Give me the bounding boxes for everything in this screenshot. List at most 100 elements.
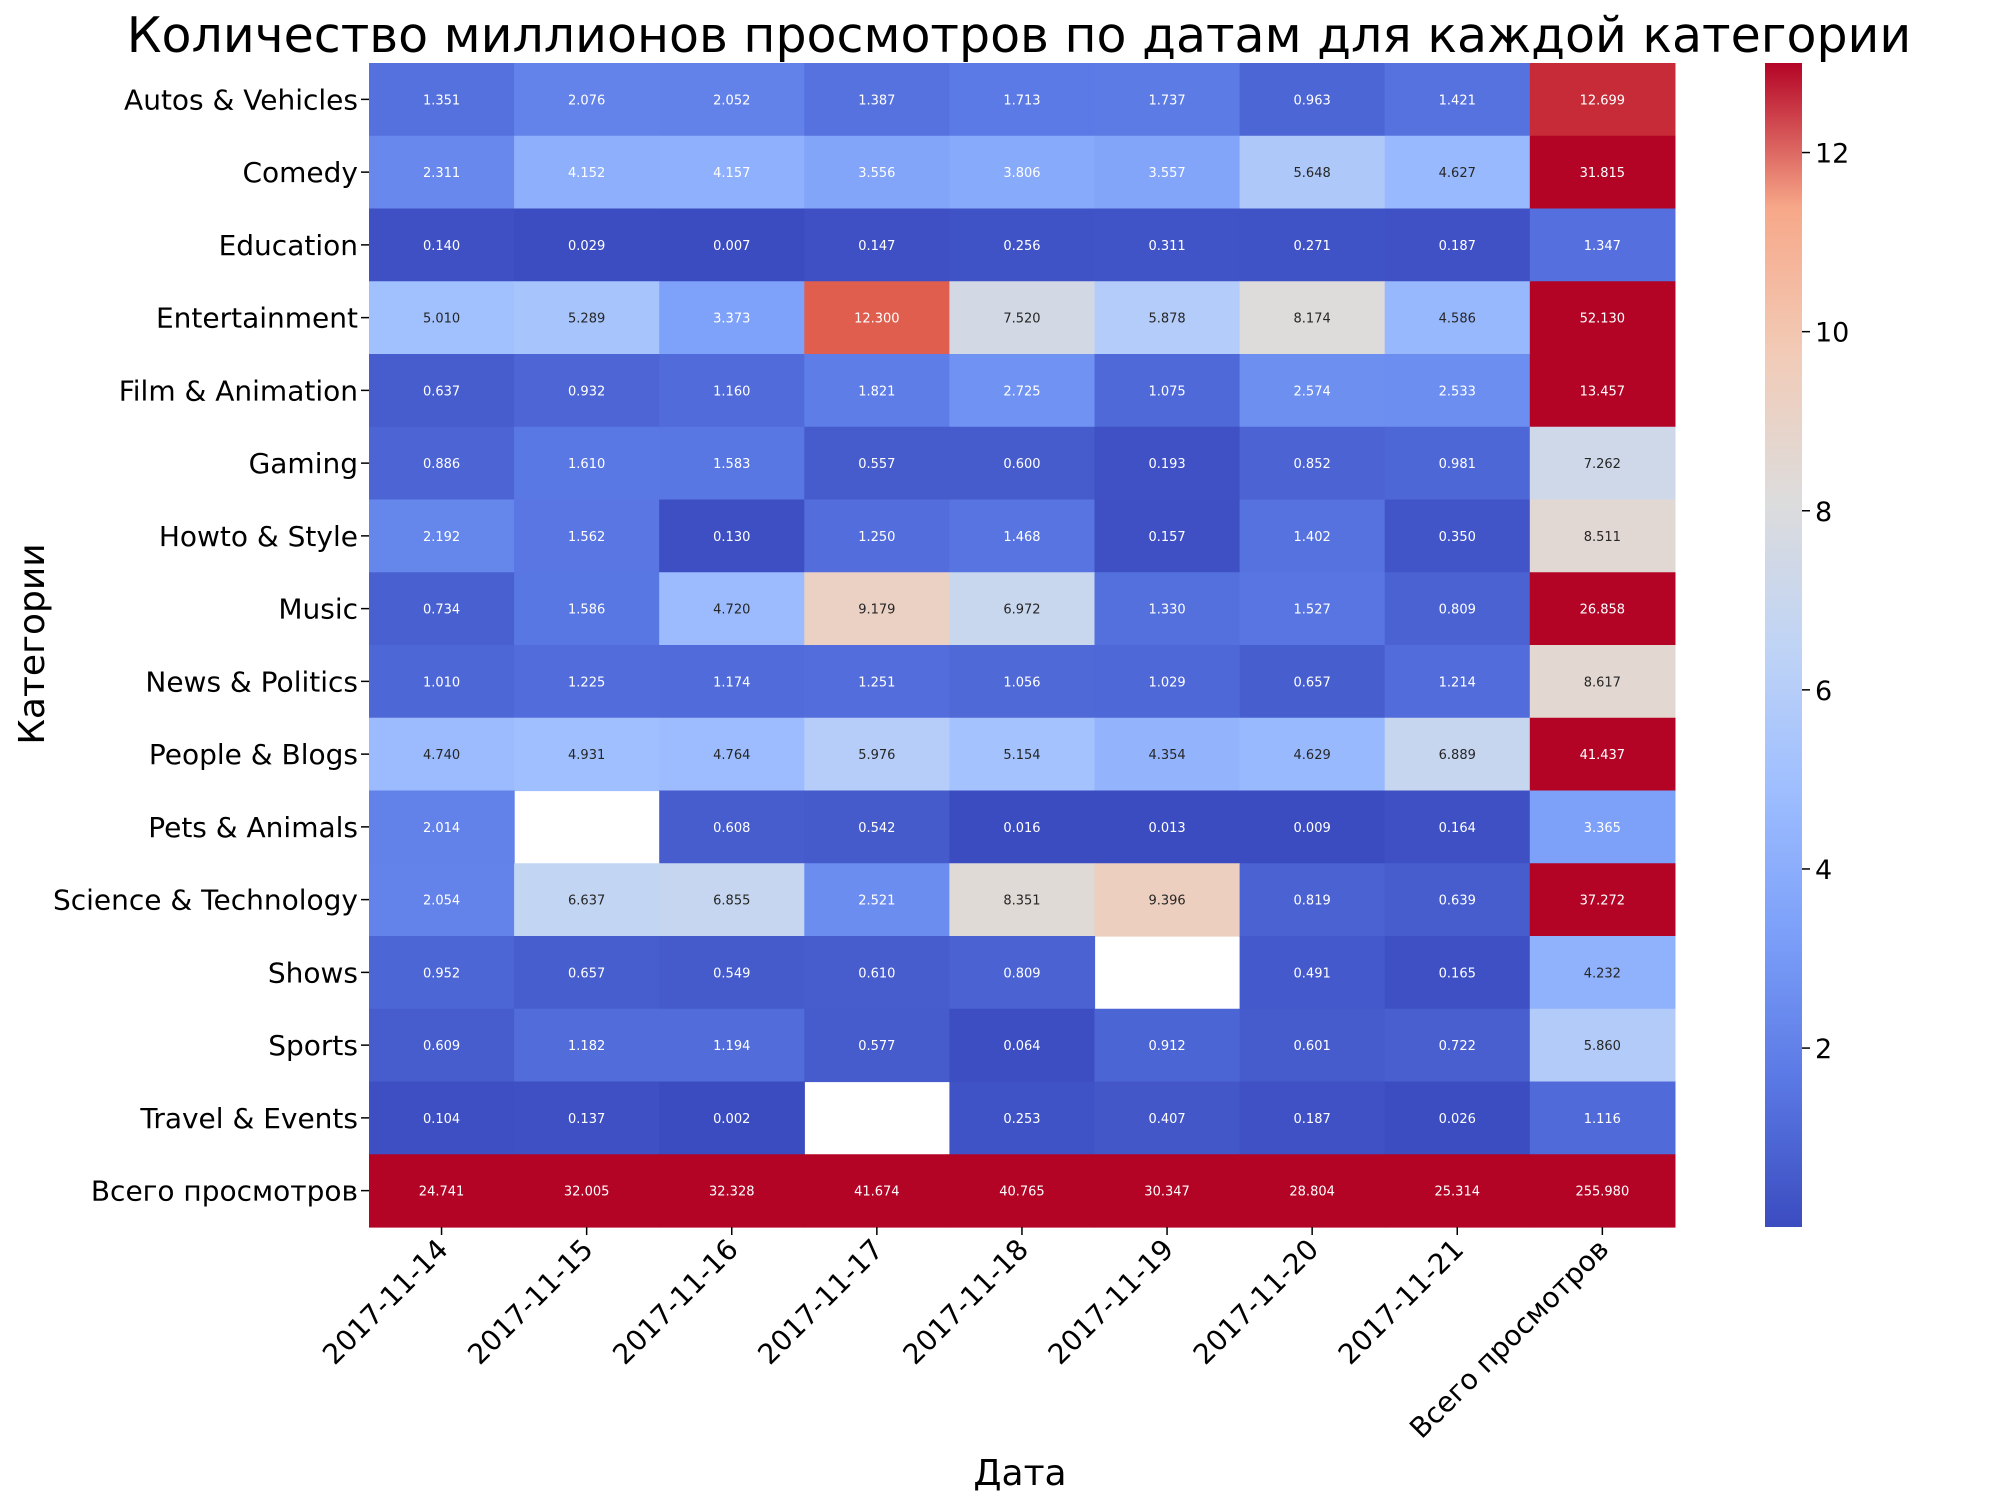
heatmap-cell xyxy=(1384,281,1531,355)
heatmap-cell xyxy=(1094,135,1241,210)
cell-value-label: 1.713 xyxy=(1003,93,1040,108)
cell-value-label: 2.521 xyxy=(858,894,895,909)
cell-value-label: 0.253 xyxy=(1003,1112,1040,1127)
heatmap-cell xyxy=(1239,354,1386,428)
heatmap-cell xyxy=(804,426,950,501)
cell-value-label: 0.819 xyxy=(1294,894,1331,909)
heatmap-cell xyxy=(369,499,515,573)
heatmap-cell xyxy=(369,572,515,646)
cell-value-label: 5.976 xyxy=(858,748,895,763)
heatmap-cell xyxy=(659,63,805,137)
heatmap-cell xyxy=(949,281,1096,355)
y-tick-label: Comedy xyxy=(242,156,358,189)
cell-value-label: 0.657 xyxy=(1294,675,1331,690)
y-tick-label: Science & Technology xyxy=(53,884,358,917)
heatmap-cell xyxy=(1239,572,1386,646)
cell-value-label: 1.330 xyxy=(1148,603,1185,618)
heatmap-cell xyxy=(514,281,660,355)
heatmap-cell xyxy=(1239,936,1386,1010)
heatmap-cell xyxy=(949,1081,1096,1155)
y-tick-label: Gaming xyxy=(249,447,358,480)
cell-value-label: 1.251 xyxy=(858,675,895,690)
heatmap-cell xyxy=(949,135,1096,210)
cell-value-label: 0.722 xyxy=(1439,1039,1476,1054)
heatmap-cell xyxy=(949,863,1096,937)
heatmap-cell xyxy=(369,936,515,1010)
heatmap-cell xyxy=(369,135,515,210)
heatmap-cell xyxy=(659,1154,805,1228)
heatmap-cell xyxy=(369,208,515,282)
column-labels: 2017-11-14 2017-11-15 2017-11-16 2017-11-17… xyxy=(316,1227,1615,1445)
cell-value-label: 0.491 xyxy=(1294,966,1331,981)
heatmap-cell xyxy=(1384,1008,1531,1083)
cell-value-label: 3.806 xyxy=(1003,166,1040,181)
cell-value-label: 1.225 xyxy=(568,675,605,690)
heatmap-cell xyxy=(1094,1081,1241,1155)
cell-value-label: 32.328 xyxy=(709,1185,755,1200)
cell-value-label: 4.627 xyxy=(1439,166,1476,181)
y-tick-label: Music xyxy=(278,593,358,626)
cell-value-label: 0.734 xyxy=(423,603,460,618)
heatmap-cell xyxy=(804,1008,950,1083)
cell-value-label: 7.520 xyxy=(1003,312,1040,327)
cell-value-label: 0.064 xyxy=(1003,1039,1040,1054)
heatmap-cell xyxy=(1239,208,1386,282)
cell-value-label: 0.256 xyxy=(1003,239,1040,254)
colorbar-gradient xyxy=(1765,63,1802,1227)
heatmap-cell xyxy=(369,1081,515,1155)
heatmap-grid: 1.351 2.076 2.052 1.387 1.713 1.737 0.963 1.421… xyxy=(369,63,1676,1228)
heatmap-cell xyxy=(659,1008,805,1083)
cell-value-label: 0.104 xyxy=(423,1112,460,1127)
heatmap-cell xyxy=(1239,426,1386,501)
heatmap-cell xyxy=(1094,281,1241,355)
cell-value-label: 2.574 xyxy=(1294,384,1331,399)
heatmap-cell xyxy=(804,135,950,210)
cell-value-label: 0.002 xyxy=(713,1112,750,1127)
cell-value-label: 9.179 xyxy=(858,603,895,618)
cell-value-label: 8.617 xyxy=(1584,675,1621,690)
y-tick-label: Education xyxy=(219,229,358,262)
cell-value-label: 1.182 xyxy=(568,1039,605,1054)
cell-value-label: 41.674 xyxy=(854,1185,900,1200)
heatmap-cell xyxy=(949,790,1096,864)
heatmap-cell xyxy=(369,645,515,719)
heatmap-cell xyxy=(1529,426,1676,501)
heatmap-cell xyxy=(514,572,660,646)
cell-value-label: 0.542 xyxy=(858,821,895,836)
heatmap-cell xyxy=(1239,135,1386,210)
heatmap-cell xyxy=(1529,863,1676,937)
cell-value-label: 1.562 xyxy=(568,530,605,545)
cell-value-label: 1.821 xyxy=(858,384,895,399)
heatmap-cell xyxy=(804,208,950,282)
heatmap-cell xyxy=(1529,63,1676,137)
heatmap-cell xyxy=(1239,281,1386,355)
cell-value-label: 0.187 xyxy=(1294,1112,1331,1127)
y-tick-label: Shows xyxy=(268,956,358,989)
heatmap-cell xyxy=(369,1154,515,1228)
cell-value-label: 0.137 xyxy=(568,1112,605,1127)
cell-value-label: 41.437 xyxy=(1580,748,1626,763)
cell-value-label: 0.271 xyxy=(1294,239,1331,254)
chart-title: Количество миллионов просмотров по датам… xyxy=(127,7,1912,64)
cell-value-label: 8.511 xyxy=(1584,530,1621,545)
heatmap-cell xyxy=(514,717,660,792)
x-tick-label: 2017-11-17 xyxy=(751,1233,889,1371)
heatmap-cell xyxy=(514,63,660,137)
heatmap-cell xyxy=(949,1154,1096,1228)
cell-value-label: 0.193 xyxy=(1148,457,1185,472)
colorbar-tick-label: 2 xyxy=(1815,1034,1832,1065)
y-tick-label: Entertainment xyxy=(156,302,358,335)
cell-value-label: 0.852 xyxy=(1294,457,1331,472)
heatmap-cell xyxy=(514,354,660,428)
heatmap-cell xyxy=(949,936,1096,1010)
cell-value-label: 0.549 xyxy=(713,966,750,981)
cell-value-label: 0.557 xyxy=(858,457,895,472)
cell-value-label: 1.056 xyxy=(1003,675,1040,690)
heatmap-cell xyxy=(659,426,805,501)
heatmap-cell xyxy=(1239,645,1386,719)
heatmap-cell xyxy=(1094,1008,1241,1083)
heatmap-cell xyxy=(949,717,1096,792)
cell-value-label: 0.013 xyxy=(1148,821,1185,836)
heatmap-cell xyxy=(1094,863,1241,937)
cell-value-label: 7.262 xyxy=(1584,457,1621,472)
